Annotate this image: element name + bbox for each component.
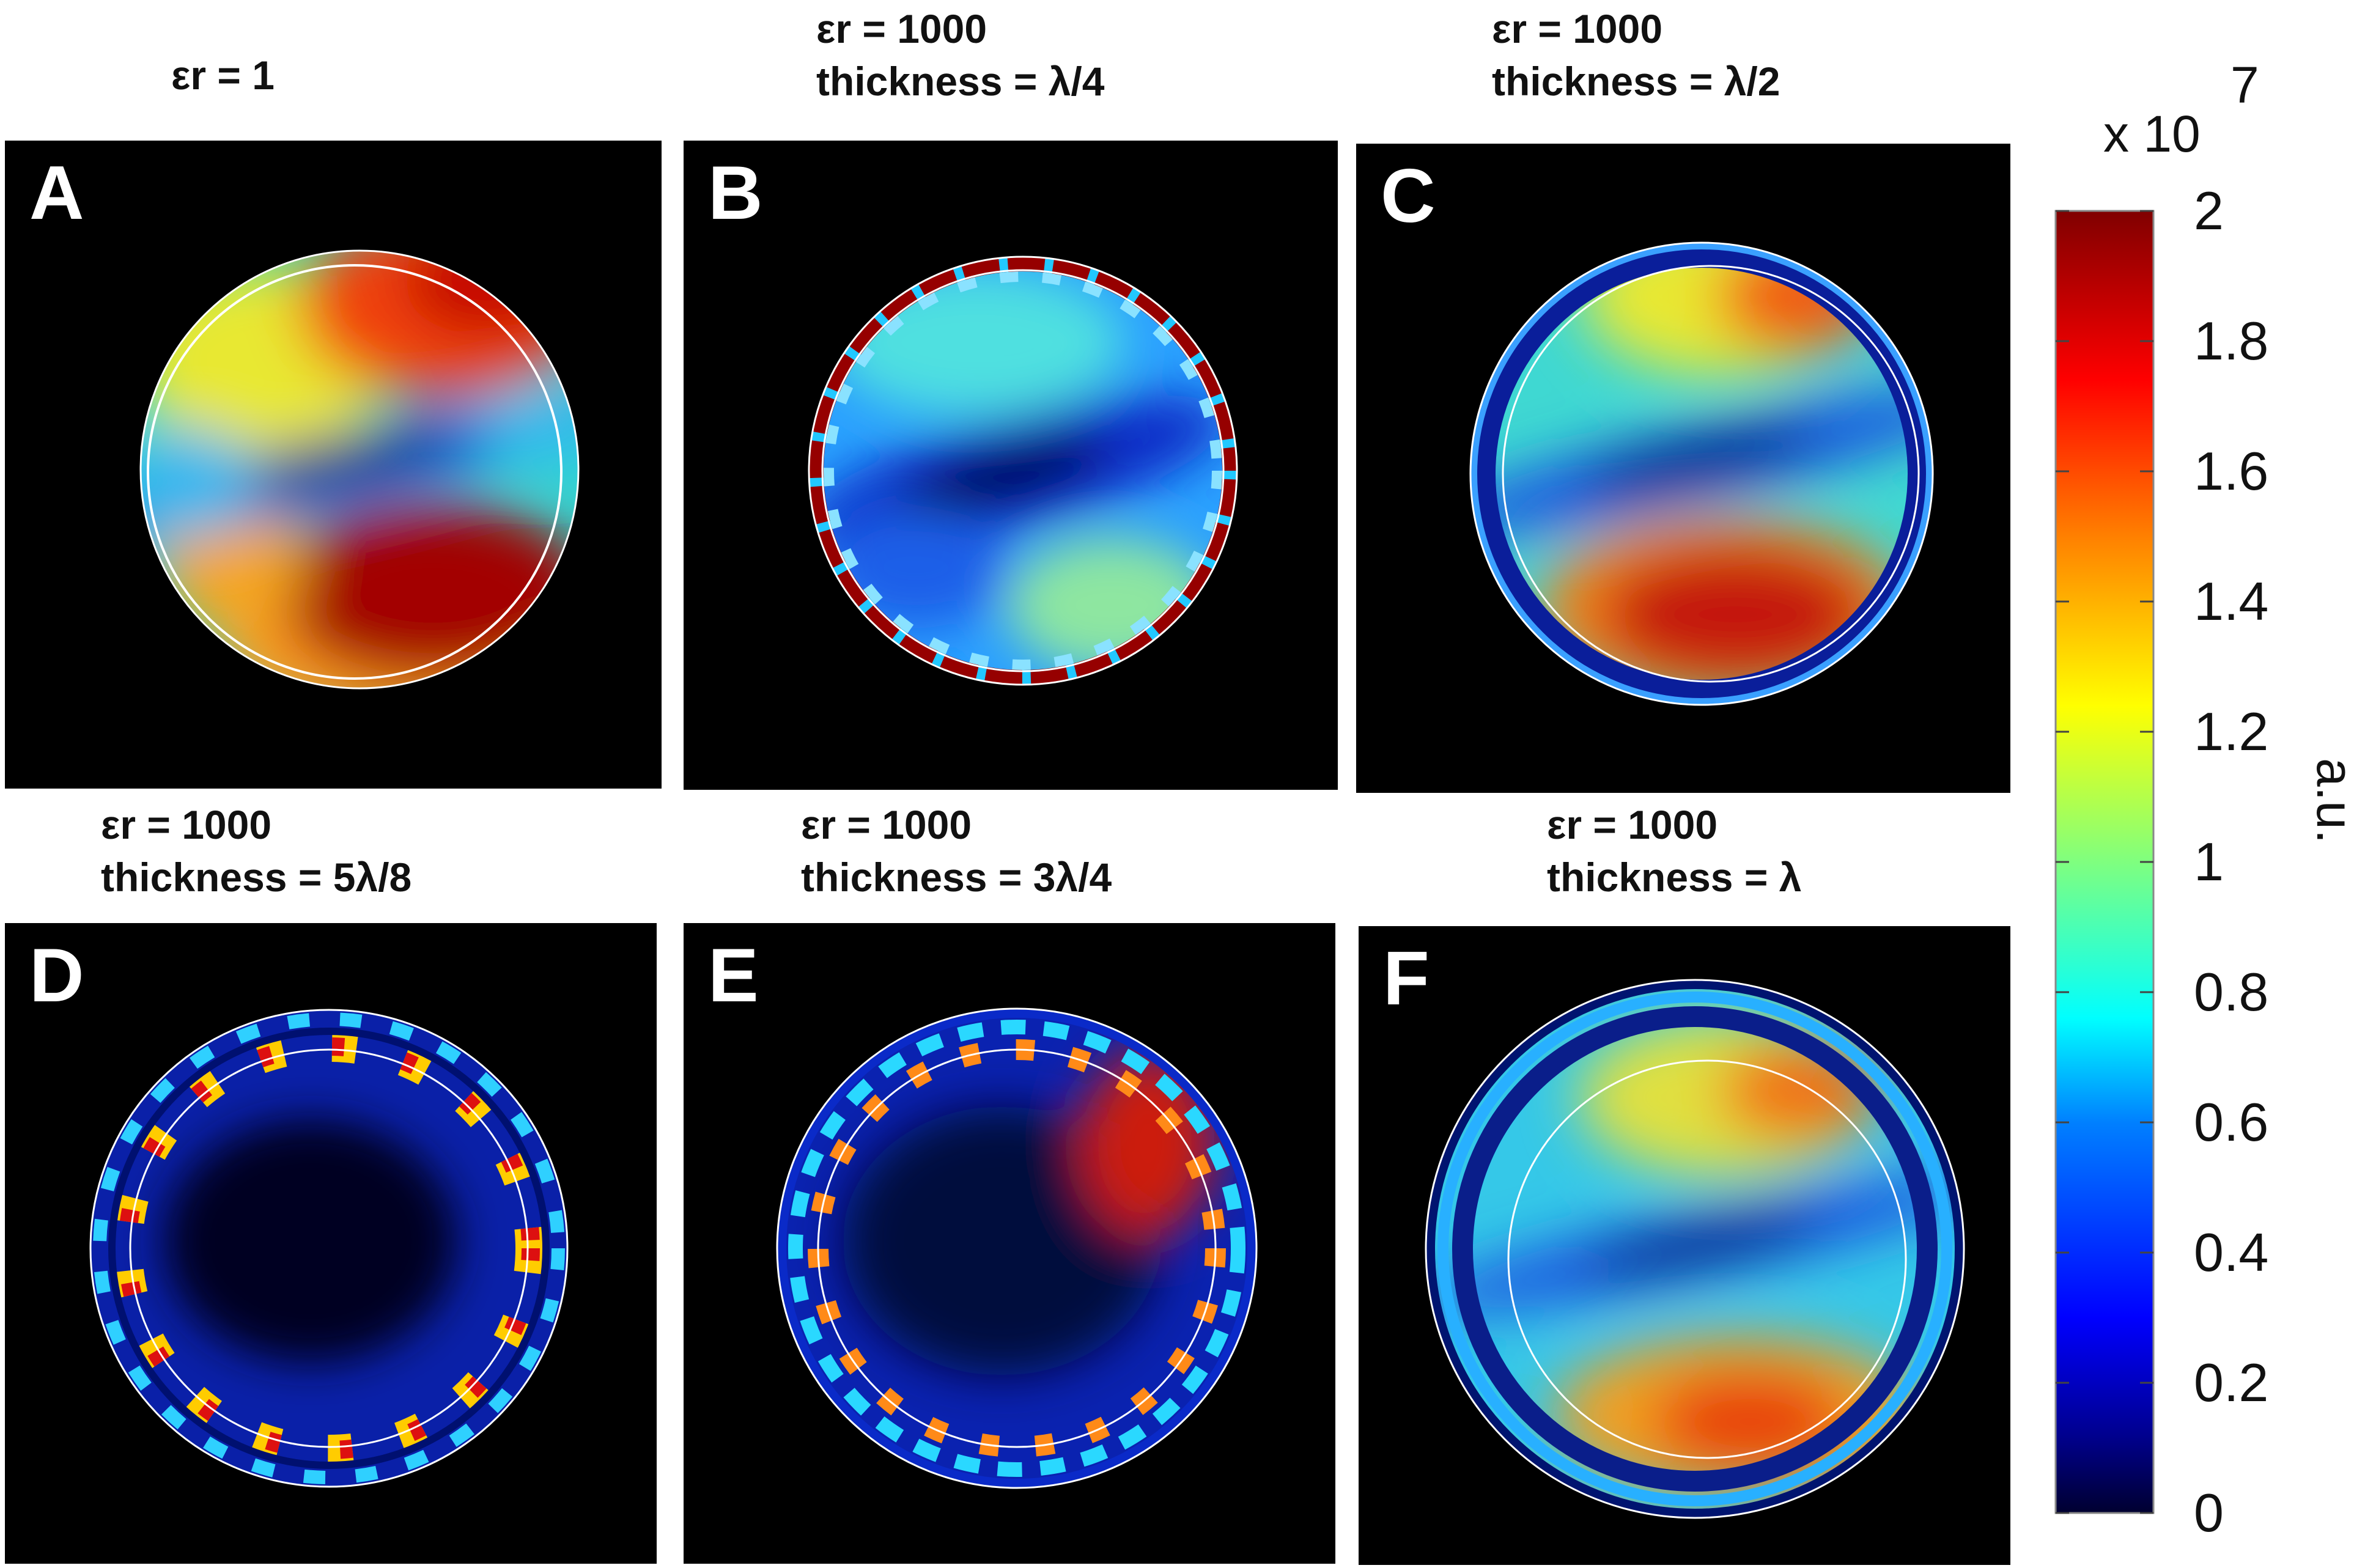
caption-a: εr = 1 [171,49,275,101]
colorbar-tick-label: 0.8 [2194,962,2268,1022]
colorbar-unit-label: a.u. [2306,758,2354,844]
caption-d-line-2: thickness = 5λ/8 [101,855,412,900]
colorbar-tick-label: 1.4 [2194,571,2268,631]
colorbar-tick-label: 1 [2194,831,2224,892]
panel-d-label: D [29,933,84,1018]
panel-a: A [5,141,662,789]
colorbar-tick-label: 0.4 [2194,1222,2268,1283]
panel-e-heatmap [776,1007,1258,1489]
caption-e-line-1: εr = 1000 [801,802,972,847]
colorbar-tick-label: 0.2 [2194,1352,2268,1413]
panel-e-label: E [708,933,759,1018]
panel-f-heatmap [1425,979,1965,1519]
caption-c: εr = 1000 thickness = λ/2 [1492,2,1780,108]
caption-d-line-1: εr = 1000 [101,802,272,847]
caption-c-line-1: εr = 1000 [1492,6,1663,51]
panel-c-heatmap [1469,241,1934,706]
colorbar-multiplier-exponent: 7 [2230,56,2259,114]
colorbar-tick-label: 0 [2194,1482,2224,1543]
panel-b-label: B [708,151,763,235]
colorbar-multiplier: x 10 [2103,105,2201,163]
panel-b: B [684,141,1338,790]
caption-b-line-2: thickness = λ/4 [816,59,1105,104]
panel-a-heatmap [139,249,580,690]
panel-d-heatmap [89,1009,569,1488]
caption-b-line-1: εr = 1000 [816,6,987,51]
caption-f: εr = 1000 thickness = λ [1547,798,1801,904]
caption-b: εr = 1000 thickness = λ/4 [816,2,1104,108]
caption-c-line-2: thickness = λ/2 [1492,59,1780,104]
caption-a-line-1: εr = 1 [171,53,275,98]
panel-c: C [1356,144,2010,793]
panel-f-label: F [1383,937,1430,1021]
panel-d: D [5,923,657,1564]
colorbar-tick-label: 1.2 [2194,701,2268,762]
caption-e: εr = 1000 thickness = 3λ/4 [801,798,1112,904]
panel-e: E [684,923,1335,1564]
caption-d: εr = 1000 thickness = 5λ/8 [101,798,411,904]
caption-f-line-2: thickness = λ [1547,855,1802,900]
colorbar-tick-label: 2 [2194,180,2224,241]
panel-f: F [1359,926,2010,1565]
colorbar-tick-label: 1.8 [2194,311,2268,371]
colorbar-gradient [2054,210,2155,1514]
colorbar-ticks: 0 0.2 0.4 0.6 0.8 1 1.2 1.4 1.6 1.8 2 [2056,180,2268,1543]
colorbar-tick-label: 1.6 [2194,441,2268,501]
caption-e-line-2: thickness = 3λ/4 [801,855,1112,900]
caption-f-line-1: εr = 1000 [1547,802,1718,847]
colorbar-tick-label: 0.6 [2194,1092,2268,1152]
panel-a-label: A [29,151,84,235]
panel-b-heatmap [808,256,1238,686]
panel-c-label: C [1381,154,1436,238]
